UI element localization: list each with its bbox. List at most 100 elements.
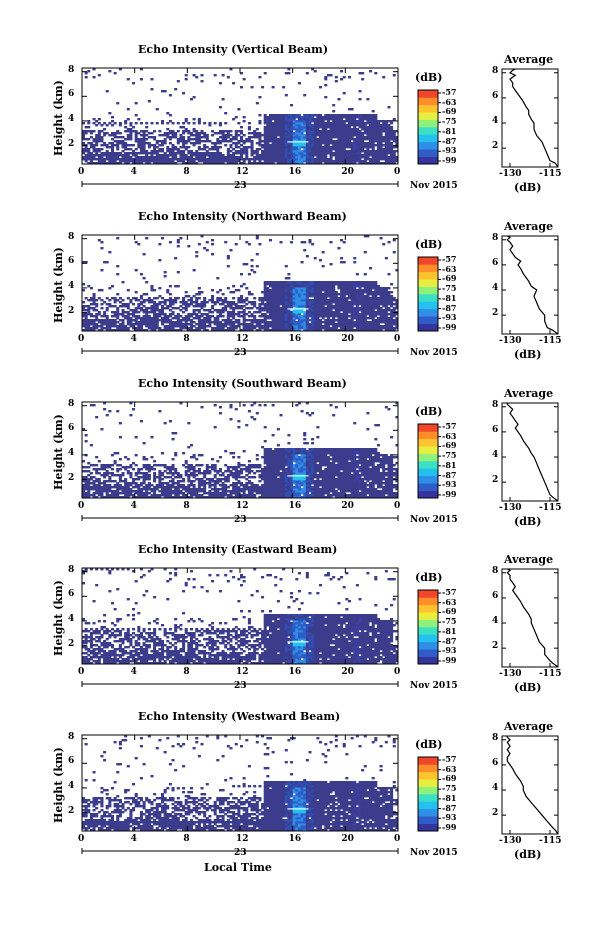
echo-cell xyxy=(84,297,88,300)
echo-cell xyxy=(379,152,383,155)
echo-cell xyxy=(187,319,191,322)
echo-cell xyxy=(105,132,109,135)
echo-cell xyxy=(161,156,165,159)
echo-cell xyxy=(340,160,344,163)
echo-cell xyxy=(211,458,215,461)
echo-cell xyxy=(108,319,112,322)
echo-cell xyxy=(161,160,165,163)
echo-cell xyxy=(271,114,275,117)
echo-cell xyxy=(374,160,378,163)
echo-cell xyxy=(147,158,151,161)
echo-cell xyxy=(171,158,175,161)
echo-cell xyxy=(108,466,112,469)
echo-cell xyxy=(110,154,114,157)
echo-cell xyxy=(342,142,346,145)
echo-cell xyxy=(287,144,291,147)
echo-cell xyxy=(153,160,157,163)
echo-cell xyxy=(137,307,141,310)
echo-cell xyxy=(145,466,149,469)
echo-cell xyxy=(353,303,357,306)
echo-cell xyxy=(266,303,270,306)
echo-cell xyxy=(137,315,141,318)
echo-cell xyxy=(276,315,280,318)
echo-cell xyxy=(337,285,341,288)
echo-cell xyxy=(384,297,388,300)
echo-cell xyxy=(161,452,165,455)
echo-cell xyxy=(369,305,373,308)
echo-cell xyxy=(295,142,299,145)
echo-cell xyxy=(129,128,133,131)
echo-cell xyxy=(224,160,228,163)
echo-cell xyxy=(347,160,351,163)
echo-cell xyxy=(282,132,286,135)
echo-cell xyxy=(369,142,373,145)
echo-cell xyxy=(276,154,280,157)
echo-cell xyxy=(126,329,130,332)
echo-cell xyxy=(197,490,201,493)
echo-cell xyxy=(266,148,270,151)
echo-cell xyxy=(308,126,312,129)
echo-cell xyxy=(240,273,244,276)
echo-cell xyxy=(316,311,320,314)
echo-cell xyxy=(229,158,233,161)
echo-cell xyxy=(121,150,125,153)
echo-cell xyxy=(353,160,357,163)
echo-cell xyxy=(150,152,154,155)
echo-cell xyxy=(271,124,275,127)
echo-cell xyxy=(287,154,291,157)
echo-cell xyxy=(308,130,312,133)
echo-cell xyxy=(379,142,383,145)
echo-cell xyxy=(311,329,315,332)
echo-cell xyxy=(355,311,359,314)
echo-cell xyxy=(216,132,220,135)
echo-cell xyxy=(142,488,146,491)
echo-cell xyxy=(203,158,207,161)
echo-cell xyxy=(179,301,183,304)
echo-cell xyxy=(95,470,99,473)
echo-cell xyxy=(174,486,178,489)
echo-cell xyxy=(263,114,267,117)
echo-cell xyxy=(324,114,328,117)
echo-cell xyxy=(303,120,307,123)
echo-cell xyxy=(161,484,165,487)
echo-cell xyxy=(345,283,349,286)
echo-cell xyxy=(363,235,367,238)
echo-cell xyxy=(295,120,299,123)
echo-cell xyxy=(134,140,138,143)
echo-cell xyxy=(316,313,320,316)
echo-cell xyxy=(139,317,143,320)
echo-cell xyxy=(316,126,320,129)
echo-cell xyxy=(366,303,370,306)
echo-cell xyxy=(268,323,272,326)
echo-cell xyxy=(126,289,130,292)
echo-cell xyxy=(392,303,396,306)
echo-cell xyxy=(197,484,201,487)
echo-cell xyxy=(342,317,346,320)
echo-cell xyxy=(229,154,233,157)
echo-cell xyxy=(218,162,222,165)
echo-cell xyxy=(347,162,351,165)
echo-cell xyxy=(258,160,262,163)
echo-cell xyxy=(224,140,228,143)
echo-cell xyxy=(297,152,301,155)
echo-cell xyxy=(376,140,380,143)
echo-cell xyxy=(168,486,172,489)
echo-cell xyxy=(242,148,246,151)
echo-cell xyxy=(108,122,112,125)
echo-cell xyxy=(276,305,280,308)
echo-cell xyxy=(121,281,125,284)
echo-cell xyxy=(142,136,146,139)
echo-cell xyxy=(334,152,338,155)
echo-cell xyxy=(213,156,217,159)
echo-cell xyxy=(392,327,396,330)
echo-cell xyxy=(342,150,346,153)
echo-cell xyxy=(300,144,304,147)
echo-cell xyxy=(250,259,254,262)
echo-cell xyxy=(369,160,373,163)
echo-cell xyxy=(218,303,222,306)
echo-cell xyxy=(137,152,141,155)
echo-cell xyxy=(153,150,157,153)
echo-cell xyxy=(300,307,304,310)
echo-cell xyxy=(150,321,154,324)
echo-cell xyxy=(92,118,96,121)
